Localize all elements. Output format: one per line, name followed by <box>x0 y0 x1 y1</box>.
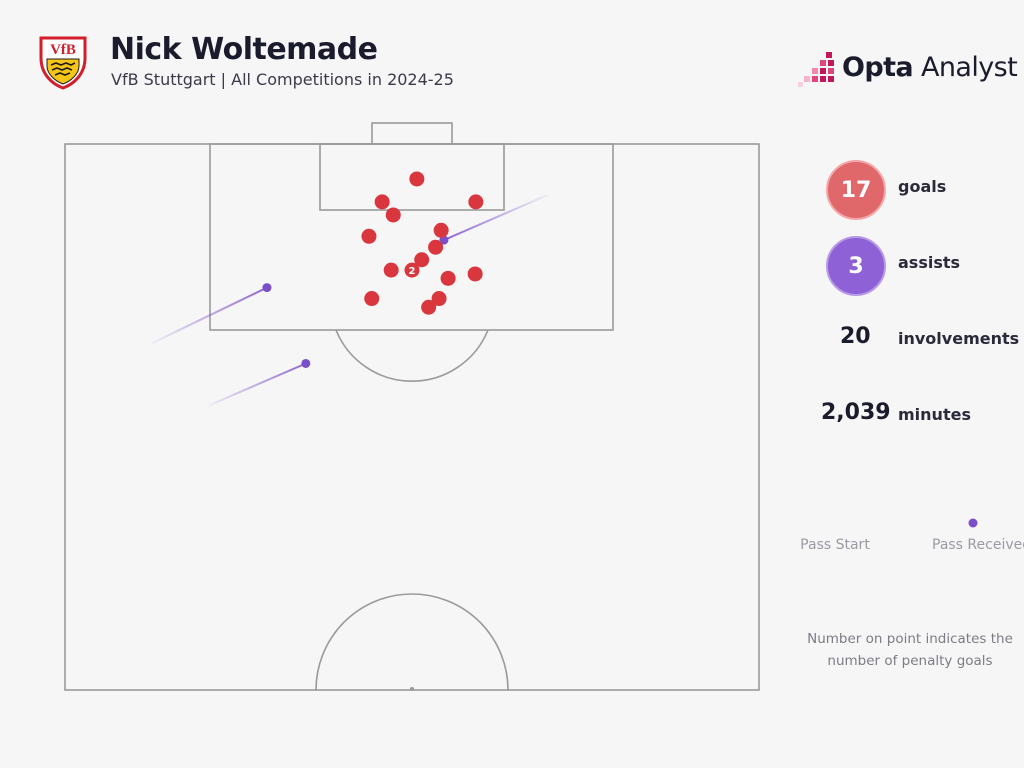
center-circle-arc <box>315 593 509 691</box>
assist-pass-received-point <box>301 358 311 368</box>
vfb-stuttgart-crest-icon: VfB <box>39 36 87 90</box>
pitch-outline <box>64 143 760 691</box>
assists-stat: 3 assists <box>820 236 1020 296</box>
assist-passes <box>151 193 549 407</box>
goal-point <box>467 266 483 282</box>
involvements-value: 20 <box>840 324 871 349</box>
assist-pass-line <box>443 193 549 242</box>
pass-legend-line <box>835 518 978 528</box>
assist-pass-line <box>151 286 268 345</box>
penalty-footnote: Number on point indicates the number of … <box>807 631 1013 669</box>
center-spot <box>410 687 414 691</box>
penalty-arc <box>335 329 489 383</box>
brand-name-bold: Opta <box>842 52 914 83</box>
goals-value: 17 <box>826 160 886 220</box>
assist-pass-received-point <box>439 235 449 245</box>
minutes-stat: 2,039 minutes <box>820 388 1020 448</box>
involvements-stat: 20 involvements <box>820 312 1020 372</box>
goal-point <box>433 222 449 238</box>
brand-name-regular: Analyst <box>913 52 1018 83</box>
assist-pass-line <box>208 362 307 407</box>
goal-point <box>428 239 444 255</box>
minutes-label: minutes <box>898 405 971 424</box>
goal-point <box>409 171 425 187</box>
goals-label: goals <box>898 177 947 196</box>
legend-pass-end-dot <box>968 518 978 528</box>
goal-point <box>404 262 420 278</box>
goal-point <box>440 270 456 286</box>
opta-logo-mark-icon <box>798 52 834 87</box>
goal-point <box>385 207 401 223</box>
goal-frame <box>371 122 453 145</box>
goal-point <box>414 252 430 268</box>
goal-points: 2 <box>361 171 484 315</box>
assists-value: 3 <box>826 236 886 296</box>
opta-analyst-logo: Opta Analyst <box>798 48 1018 90</box>
penalty-area <box>209 143 614 331</box>
goal-point <box>364 291 380 307</box>
six-yard-box <box>319 143 505 211</box>
goal-point <box>361 228 377 244</box>
goal-point <box>383 262 399 278</box>
goals-stat: 17 goals <box>820 160 1020 220</box>
player-name: Nick Woltemade <box>110 32 378 67</box>
legend-pass-start: Pass Start <box>800 537 870 553</box>
pitch-lines <box>64 122 760 691</box>
assist-pass-received-point <box>262 283 272 293</box>
involvements-label: involvements <box>898 329 1020 348</box>
minutes-value: 2,039 <box>821 400 891 425</box>
penalty-goal-count-label: 2 <box>409 266 416 277</box>
assists-label: assists <box>898 253 961 272</box>
brand-name: Opta Analyst <box>842 52 1018 83</box>
chart-subtitle: VfB Stuttgart | All Competitions in 2024… <box>111 70 454 89</box>
legend-pass-received: Pass Received <box>932 537 1024 553</box>
goal-point <box>468 194 484 210</box>
goal-point <box>421 299 437 315</box>
goal-point <box>374 194 390 210</box>
goal-point <box>431 291 447 307</box>
crest-text: VfB <box>50 42 76 58</box>
